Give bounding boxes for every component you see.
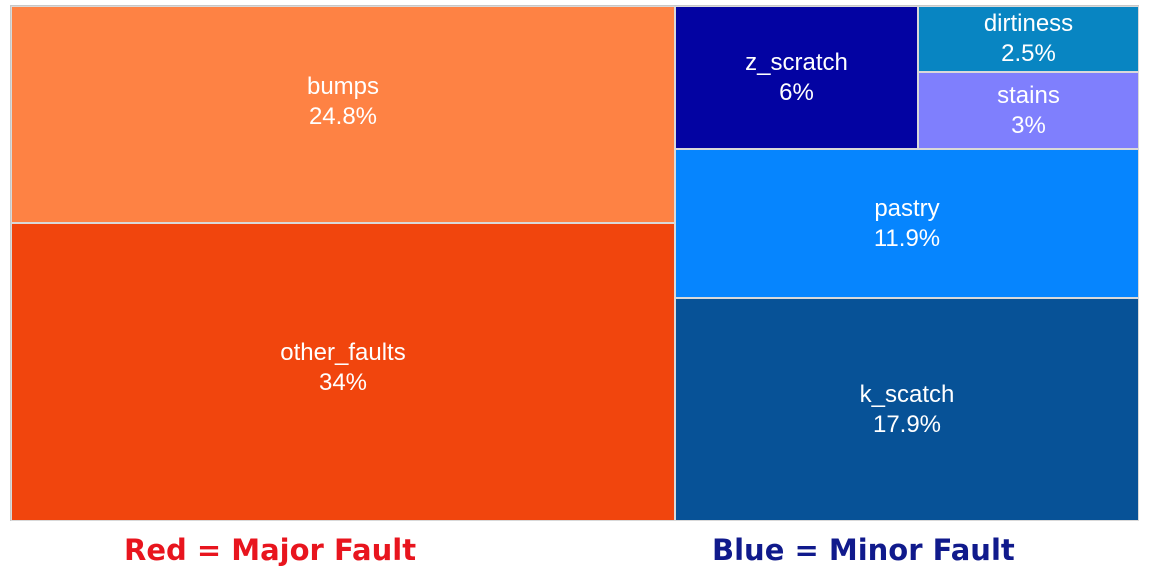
tile-pastry: pastry 11.9% <box>675 149 1139 298</box>
tile-other-faults: other_faults 34% <box>11 223 675 521</box>
tile-value: 3% <box>1011 111 1046 139</box>
tile-label: stains <box>997 81 1060 109</box>
legend-minor-fault: Blue = Minor Fault <box>712 533 1015 567</box>
tile-k-scatch: k_scatch 17.9% <box>675 298 1139 521</box>
tile-value: 24.8% <box>308 102 378 130</box>
treemap-chart: bumps 24.8% other_faults 34% z_scratch 6… <box>10 5 1139 521</box>
tile-value: 17.9% <box>872 410 942 438</box>
tile-value: 6% <box>779 78 814 106</box>
tile-label: bumps <box>306 72 380 100</box>
tile-value: 11.9% <box>873 224 941 252</box>
tile-stains: stains 3% <box>918 72 1139 149</box>
tile-bumps: bumps 24.8% <box>11 6 675 223</box>
tile-label: k_scatch <box>859 380 955 408</box>
tile-label: z_scratch <box>745 48 848 76</box>
tile-value: 2.5% <box>1001 40 1056 67</box>
tile-label: other_faults <box>280 339 406 366</box>
legend-major-fault: Red = Major Fault <box>124 533 417 567</box>
tile-value: 34% <box>318 369 368 396</box>
tile-label: pastry <box>874 194 940 222</box>
tile-z-scratch: z_scratch 6% <box>675 6 918 149</box>
tile-label: dirtiness <box>983 10 1074 37</box>
tile-dirtiness: dirtiness 2.5% <box>918 6 1139 72</box>
